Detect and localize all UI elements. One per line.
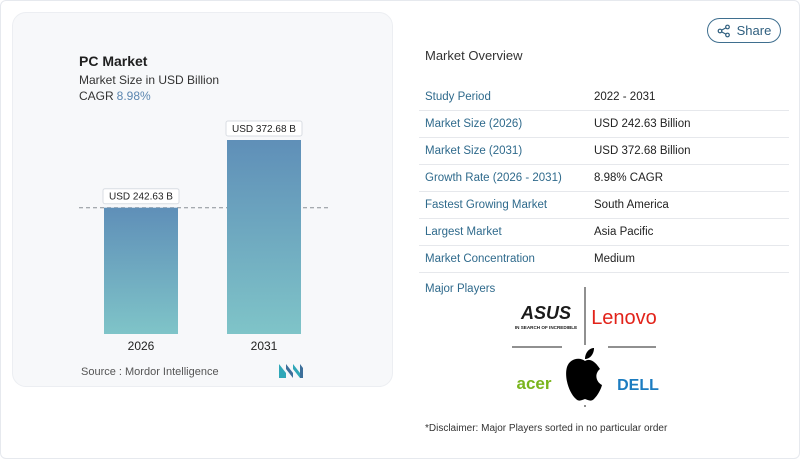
row-key: Fastest Growing Market bbox=[425, 199, 548, 211]
table-row: Largest Market Asia Pacific bbox=[419, 219, 789, 246]
chart-subtitle: Market Size in USD Billion bbox=[79, 73, 220, 87]
cagr-label: CAGR bbox=[79, 89, 114, 103]
row-value: 8.98% CAGR bbox=[594, 172, 664, 184]
table-row: Market Concentration Medium bbox=[419, 246, 789, 273]
cagr-value: 8.98% bbox=[116, 89, 151, 103]
bar-2026 bbox=[104, 207, 178, 334]
data-label: USD 372.68 B bbox=[232, 124, 296, 135]
data-label-box bbox=[102, 188, 180, 205]
chart-card bbox=[12, 12, 393, 387]
row-value: Medium bbox=[594, 253, 635, 265]
share-label: Share bbox=[736, 23, 772, 38]
asus-wordmark: ASUS bbox=[520, 303, 571, 323]
source-text: Source : Mordor Intelligence bbox=[81, 366, 219, 378]
row-value: Asia Pacific bbox=[594, 226, 654, 238]
x-tick-label: 2026 bbox=[128, 339, 155, 353]
row-key: Study Period bbox=[425, 91, 491, 103]
disclaimer-text: *Disclaimer: Major Players sorted in no … bbox=[425, 423, 668, 434]
bar-chart: USD 242.63 B 2026 USD 372.68 B 2031 bbox=[79, 120, 328, 353]
dell-logo: DELL bbox=[617, 377, 659, 394]
table-row: Study Period 2022 - 2031 bbox=[419, 84, 789, 111]
mordor-intelligence-logo-icon bbox=[279, 364, 303, 378]
chart-title: PC Market bbox=[79, 53, 148, 69]
share-icon bbox=[717, 24, 730, 37]
table-row: Market Size (2031) USD 372.68 Billion bbox=[419, 138, 789, 165]
row-value: 2022 - 2031 bbox=[594, 91, 656, 103]
row-value: South America bbox=[594, 199, 669, 211]
table-row: Fastest Growing Market South America bbox=[419, 192, 789, 219]
lenovo-logo: Lenovo bbox=[591, 307, 657, 329]
acer-logo: acer bbox=[517, 374, 552, 393]
market-overview-table: Study Period 2022 - 2031 Market Size (20… bbox=[419, 84, 789, 273]
row-key: Market Concentration bbox=[425, 253, 535, 265]
data-label-box bbox=[225, 120, 303, 137]
asus-logo: ASUS IN SEARCH OF INCREDIBLE bbox=[515, 303, 577, 330]
row-key: Largest Market bbox=[425, 226, 502, 238]
market-overview-title: Market Overview bbox=[425, 48, 523, 63]
bar-2031 bbox=[227, 140, 301, 334]
apple-logo-icon bbox=[562, 345, 608, 405]
share-button[interactable]: Share bbox=[707, 18, 781, 43]
x-tick-label: 2031 bbox=[251, 339, 278, 353]
row-key: Market Size (2031) bbox=[425, 145, 523, 157]
asus-tagline: IN SEARCH OF INCREDIBLE bbox=[515, 325, 577, 330]
data-label: USD 242.63 B bbox=[109, 192, 173, 203]
row-key: Market Size (2026) bbox=[425, 118, 523, 130]
table-row: Growth Rate (2026 - 2031) 8.98% CAGR bbox=[419, 165, 789, 192]
table-row: Market Size (2026) USD 242.63 Billion bbox=[419, 111, 789, 138]
major-players-label: Major Players bbox=[425, 283, 496, 295]
major-players-logos: ASUS IN SEARCH OF INCREDIBLE Lenovo acer… bbox=[512, 287, 659, 407]
row-value: USD 242.63 Billion bbox=[594, 118, 691, 130]
cagr-line: CAGR 8.98% bbox=[79, 89, 151, 103]
row-key: Growth Rate (2026 - 2031) bbox=[425, 172, 562, 184]
row-value: USD 372.68 Billion bbox=[594, 145, 691, 157]
